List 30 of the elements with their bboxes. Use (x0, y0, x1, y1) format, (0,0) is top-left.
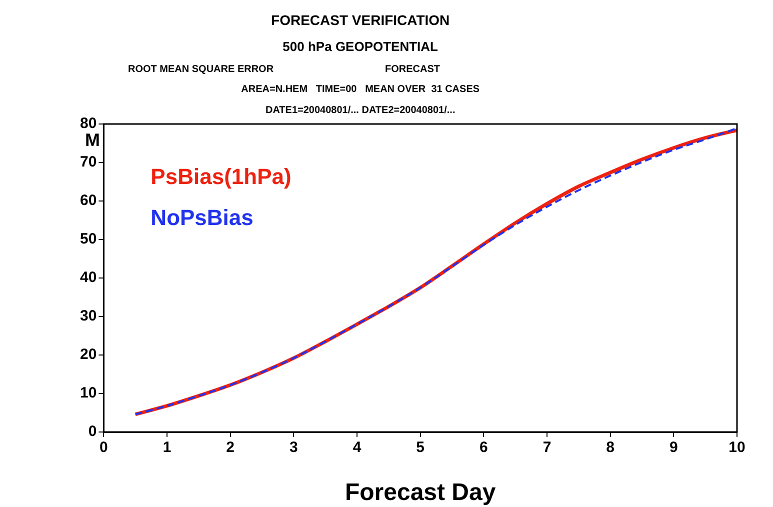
x-tick-label: 2 (226, 439, 235, 456)
x-tick-label: 1 (162, 439, 172, 456)
x-tick-label: 6 (480, 439, 488, 456)
chart-title: FORECAST VERIFICATION (271, 12, 450, 28)
x-tick-label: 7 (542, 439, 552, 456)
y-tick-label: 50 (80, 230, 97, 248)
x-tick-label: 9 (669, 439, 678, 456)
y-axis-title: M (85, 130, 100, 150)
y-tick-label: 80 (80, 115, 97, 132)
text: AREA=N.HEM TIME=00 MEAN OVER 31 CASES (241, 84, 480, 95)
x-tick-label: 10 (728, 439, 746, 456)
y-tick-label: 0 (88, 423, 97, 440)
y-tick-label: 70 (80, 154, 97, 171)
text: FORECAST (385, 64, 440, 75)
text: PsBias(1hPa) (150, 164, 292, 189)
y-tick-label: 30 (80, 308, 97, 325)
y-tick-label: 20 (80, 346, 97, 364)
y-tick-label: 40 (80, 269, 97, 286)
y-tick-label: 10 (80, 384, 97, 402)
text: ROOT MEAN SQUARE ERROR (128, 64, 274, 75)
text: DATE1=20040801/... DATE2=20040801/... (265, 105, 456, 116)
chart-subtitle: 500 hPa GEOPOTENTIAL (282, 39, 438, 54)
x-tick-label: 8 (606, 439, 615, 456)
x-axis-title: Forecast Day (344, 479, 496, 506)
x-tick-label: 3 (290, 439, 298, 456)
y-tick-label: 60 (80, 192, 97, 210)
x-tick-label: 0 (100, 439, 108, 456)
x-tick-label: 5 (416, 439, 425, 456)
text: NoPsBias (150, 205, 254, 230)
x-tick-label: 4 (352, 439, 362, 456)
